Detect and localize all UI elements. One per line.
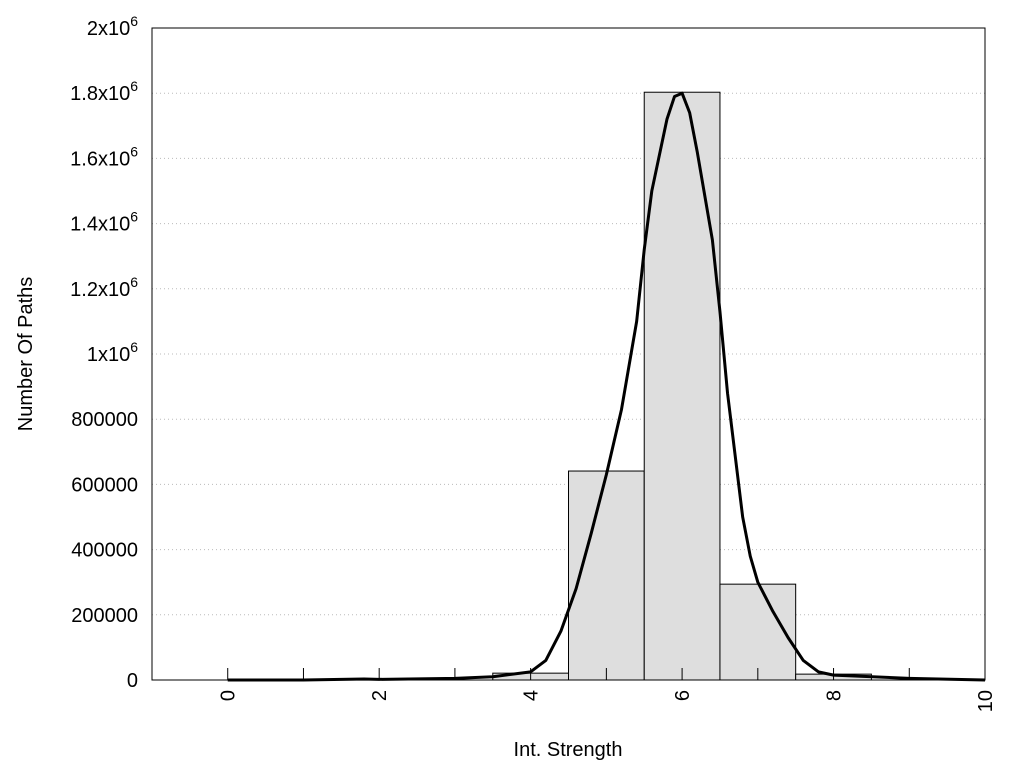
y-tick-label-base: 1.6x10 <box>70 148 130 170</box>
y-tick-label-base: 1.4x10 <box>70 214 130 236</box>
fit-curve-line <box>227 91 986 682</box>
y-tick-label-base: 1x10 <box>87 344 130 366</box>
x-axis-label: Int. Strength <box>514 739 623 761</box>
y-tick-label: 2x106 <box>87 13 138 40</box>
y-tick-label-exponent: 6 <box>130 274 138 290</box>
y-tick-label-exponent: 6 <box>130 143 138 159</box>
y-tick-label: 400000 <box>71 540 138 562</box>
bars <box>492 91 872 681</box>
x-tick-label: 0 <box>218 690 240 701</box>
x-tick-label: 2 <box>369 690 391 701</box>
y-tick-label-base: 800000 <box>71 409 138 431</box>
y-tick-label: 1.4x106 <box>70 209 138 236</box>
y-tick-label-exponent: 6 <box>130 13 138 29</box>
y-tick-label-base: 400000 <box>71 540 138 562</box>
x-tick-label: 8 <box>824 690 846 701</box>
histogram-bar <box>643 91 721 681</box>
y-tick-label-base: 1.2x10 <box>70 279 130 301</box>
y-tick-label-base: 600000 <box>71 474 138 496</box>
y-tick-label-base: 0 <box>127 670 138 692</box>
y-tick-label: 1.6x106 <box>70 143 138 170</box>
y-tick-label-base: 200000 <box>71 605 138 627</box>
y-axis-label: Number Of Paths <box>15 277 37 432</box>
y-tick-label: 800000 <box>71 409 138 431</box>
y-tick-label: 200000 <box>71 605 138 627</box>
x-tick-label: 6 <box>672 690 694 701</box>
y-tick-label-base: 1.8x10 <box>70 83 130 105</box>
x-tick-label: 4 <box>521 690 543 701</box>
y-tick-label: 0 <box>127 670 138 692</box>
y-axis-ticks: 02000004000006000008000001x1061.2x1061.4… <box>70 13 138 692</box>
y-tick-label-exponent: 6 <box>130 209 138 225</box>
fit-curve <box>227 91 986 682</box>
x-axis-ticks: 0 2 4 6 8 10 <box>218 668 997 712</box>
x-tick-label: 10 <box>975 690 997 712</box>
y-tick-label-exponent: 6 <box>130 78 138 94</box>
y-tick-label: 1.8x106 <box>70 78 138 105</box>
plot-frame <box>151 27 986 681</box>
y-tick-label-exponent: 6 <box>130 339 138 355</box>
y-tick-label-base: 2x10 <box>87 18 130 40</box>
histogram-bar <box>719 583 797 681</box>
y-tick-label: 1.2x106 <box>70 274 138 301</box>
y-tick-label: 600000 <box>71 474 138 496</box>
y-tick-label: 1x106 <box>87 339 138 366</box>
